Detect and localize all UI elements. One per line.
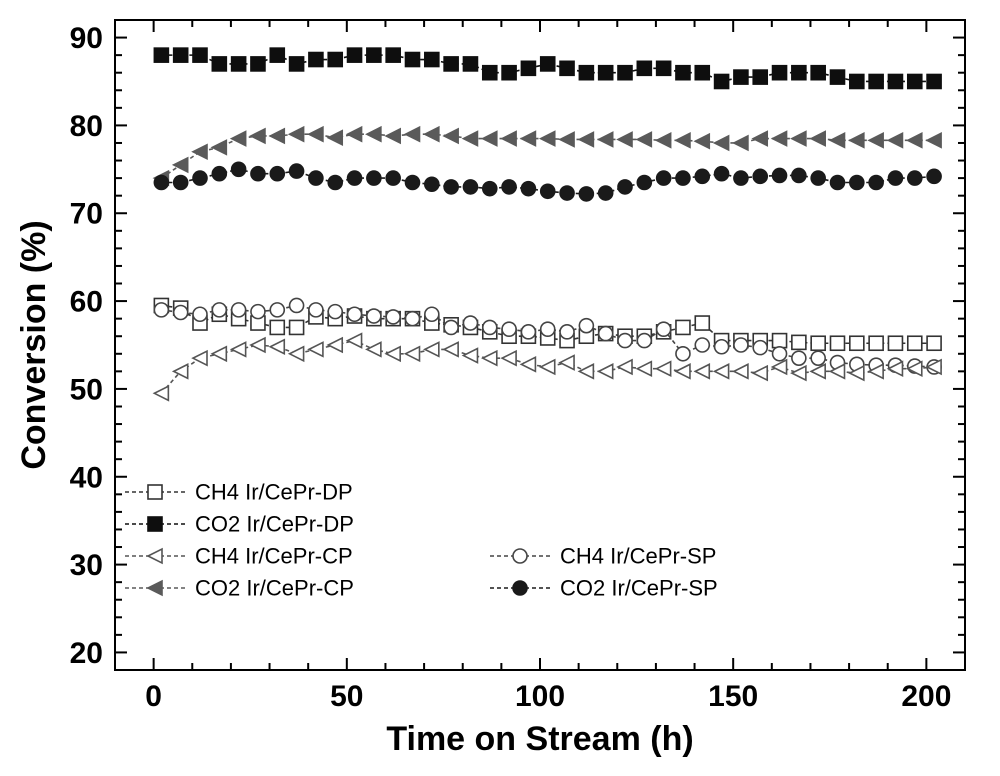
y-tick-label: 90	[70, 22, 103, 55]
legend-label: CH4 Ir/CePr-SP	[560, 544, 716, 569]
y-tick-label: 80	[70, 110, 103, 143]
legend-label: CH4 Ir/CePr-CP	[195, 544, 353, 569]
x-tick-label: 0	[145, 680, 162, 713]
legend-label: CH4 Ir/CePr-DP	[195, 480, 353, 505]
y-tick-label: 40	[70, 461, 103, 494]
y-tick-label: 30	[70, 549, 103, 582]
y-axis-label: Conversion (%)	[15, 220, 53, 469]
y-tick-label: 20	[70, 637, 103, 670]
x-tick-label: 50	[330, 680, 363, 713]
x-tick-label: 100	[515, 680, 565, 713]
legend-label: CO2 Ir/CePr-DP	[195, 512, 354, 537]
y-tick-label: 60	[70, 286, 103, 319]
legend-label: CO2 Ir/CePr-CP	[195, 576, 354, 601]
x-tick-label: 150	[708, 680, 758, 713]
y-tick-label: 50	[70, 373, 103, 406]
chart-container: 0 50 100 150 200 20 30 40 50 60 70 80 90 Time on Stre…	[0, 0, 1000, 776]
x-axis-label: Time on Stream (h)	[386, 720, 693, 758]
x-tick-label: 200	[901, 680, 951, 713]
legend-label: CO2 Ir/CePr-SP	[560, 576, 718, 601]
y-tick-label: 70	[70, 198, 103, 231]
conversion-chart: 0 50 100 150 200 20 30 40 50 60 70 80 90 Time on Stre…	[0, 0, 1000, 776]
